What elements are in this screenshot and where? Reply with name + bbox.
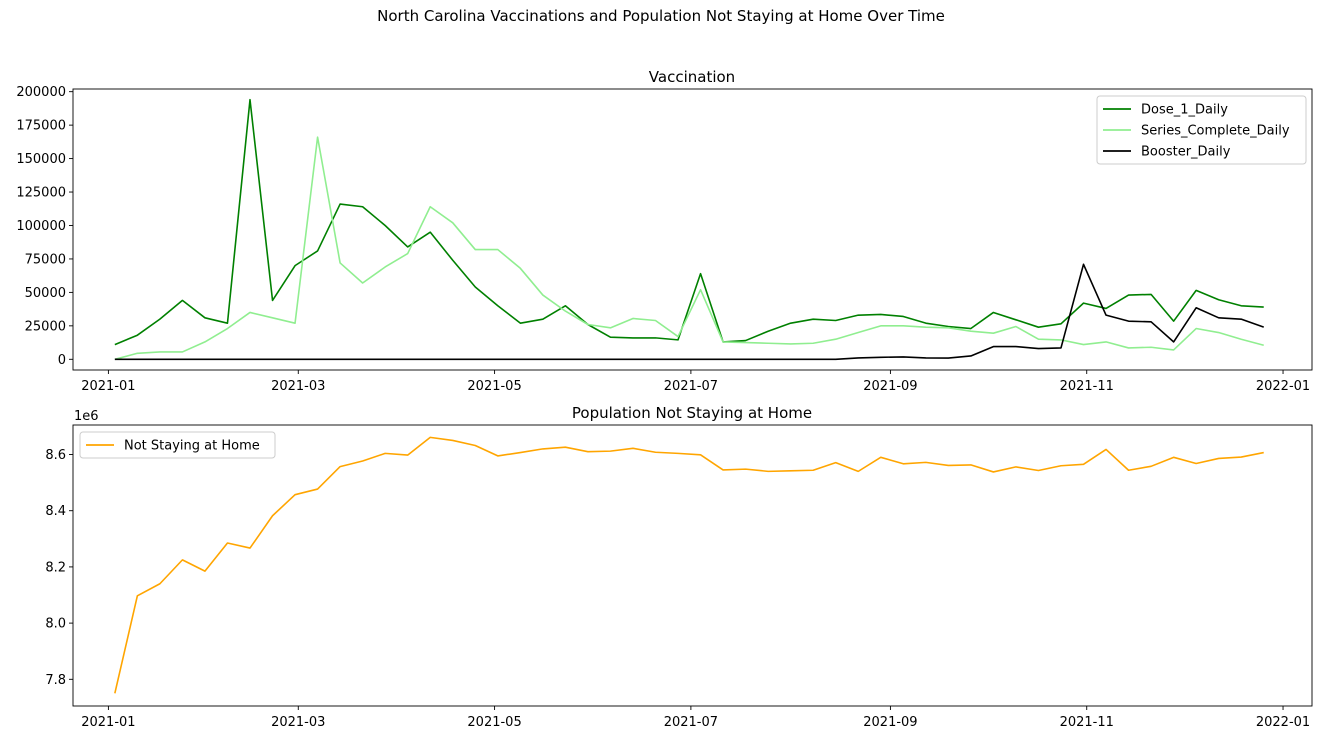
y-tick-label: 125000 <box>16 186 66 201</box>
y-tick-label: 7.8 <box>45 673 66 688</box>
legend-label-1: Series_Complete_Daily <box>1141 124 1290 139</box>
series-line-0 <box>114 436 1264 694</box>
series-line-1 <box>114 136 1264 361</box>
legend-label-0: Not Staying at Home <box>124 439 260 454</box>
legend-box <box>79 431 276 459</box>
not-staying-home-plot-area <box>114 436 1264 694</box>
x-tick-label: 2021-05 <box>467 715 521 730</box>
axes-frame <box>72 88 1313 371</box>
vaccination-axes: 2021-01 2021-03 2021-05 2021-07 2021-09 2021-… <box>16 85 1313 394</box>
not-staying-home-legend: Not Staying at Home <box>79 431 276 459</box>
y-tick-label: 8.0 <box>45 617 66 632</box>
y-tick-label: 100000 <box>16 219 66 234</box>
legend-label-2: Booster_Daily <box>1141 145 1231 160</box>
x-tick-label: 2021-01 <box>81 379 135 394</box>
x-tick-label: 2022-01 <box>1256 379 1310 394</box>
legend-box <box>1096 95 1307 165</box>
x-tick-label: 2021-11 <box>1060 715 1114 730</box>
vaccination-chart-title: Vaccination <box>649 68 735 86</box>
not-staying-home-axes: 2021-01 2021-03 2021-05 2021-07 2021-09 2021-… <box>45 424 1313 730</box>
x-tick-label: 2021-07 <box>664 379 718 394</box>
legend-label-0: Dose_1_Daily <box>1141 103 1228 118</box>
x-tick-label: 2021-05 <box>467 379 521 394</box>
x-tick-label: 2022-01 <box>1256 715 1310 730</box>
series-line-2 <box>114 263 1264 361</box>
x-tick-label: 2021-07 <box>664 715 718 730</box>
x-tick-label: 2021-11 <box>1060 379 1114 394</box>
series-line-0 <box>114 98 1264 346</box>
y-tick-label: 50000 <box>25 286 66 301</box>
y-tick-label: 200000 <box>16 85 66 100</box>
axes-frame <box>72 424 1313 707</box>
not-staying-home-chart-title: Population Not Staying at Home <box>572 404 812 422</box>
y-tick-label: 8.6 <box>45 448 66 463</box>
vaccination-legend: Dose_1_Daily Series_Complete_Daily Booster… <box>1096 95 1307 165</box>
y-tick-label: 8.2 <box>45 560 66 575</box>
vaccination-plot-area <box>114 98 1264 361</box>
y-tick-label: 175000 <box>16 119 66 134</box>
x-tick-label: 2021-01 <box>81 715 135 730</box>
x-tick-label: 2021-09 <box>863 715 917 730</box>
y-tick-label: 150000 <box>16 152 66 167</box>
x-tick-label: 2021-03 <box>271 379 325 394</box>
figure-title: North Carolina Vaccinations and Populati… <box>377 7 945 25</box>
y-tick-label: 75000 <box>25 252 66 267</box>
y-offset-label: 1e6 <box>74 409 99 424</box>
x-tick-label: 2021-09 <box>863 379 917 394</box>
x-tick-label: 2021-03 <box>271 715 325 730</box>
y-tick-label: 0 <box>58 353 66 368</box>
y-tick-label: 25000 <box>25 319 66 334</box>
y-tick-label: 8.4 <box>45 504 66 519</box>
